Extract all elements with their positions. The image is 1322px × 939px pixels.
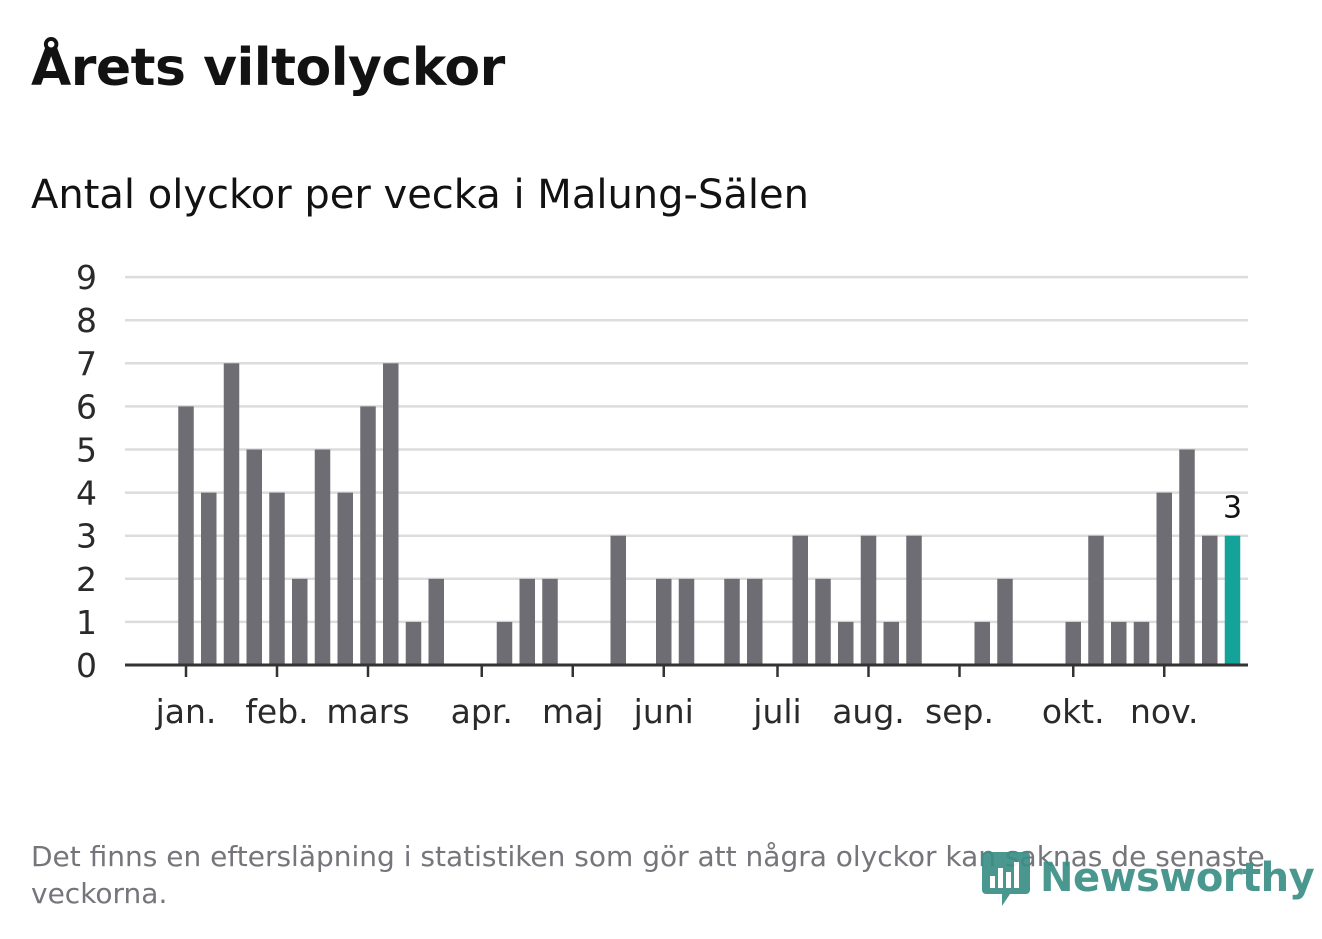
y-tick-label: 4 (76, 474, 97, 513)
bar-chart: 0 1 2 3 4 5 6 7 8 9 jan. feb. mars apr. maj juni juli au… (76, 258, 1248, 731)
y-axis-ticks: 0 1 2 3 4 5 6 7 8 9 (76, 258, 97, 685)
x-axis-ticks: jan. feb. mars apr. maj juni juli aug. sep. okt. n… (155, 665, 1199, 731)
y-tick-label: 7 (76, 344, 97, 383)
chart-title: Årets viltolyckor (31, 38, 505, 98)
y-tick-label: 6 (76, 387, 97, 426)
bar (815, 578, 831, 665)
bar (428, 578, 444, 665)
bar (519, 578, 535, 665)
bar (337, 492, 353, 665)
x-tick-label: mars (326, 692, 409, 731)
x-tick-label: apr. (451, 692, 513, 731)
bar-highlight (1224, 535, 1241, 665)
x-tick-label: aug. (832, 692, 905, 731)
x-tick-label: nov. (1130, 692, 1199, 731)
bar (997, 578, 1013, 665)
bar (1133, 621, 1150, 665)
x-tick-label: feb. (245, 692, 308, 731)
x-tick-label: sep. (925, 692, 994, 731)
bar (1156, 492, 1172, 665)
bar (838, 621, 854, 665)
x-tick-label: juni (633, 692, 694, 731)
bar (383, 363, 399, 665)
bar (314, 449, 331, 665)
bar (974, 621, 990, 665)
bar (883, 621, 899, 665)
bar (223, 363, 240, 665)
bar (246, 449, 262, 665)
y-tick-label: 2 (76, 560, 97, 599)
data-labels: 3 (1223, 491, 1242, 526)
x-tick-label: maj (542, 692, 604, 731)
y-tick-label: 9 (76, 258, 97, 297)
bar (178, 406, 194, 665)
bar (201, 492, 217, 665)
bar (1088, 535, 1104, 665)
bar (292, 578, 308, 665)
chart-subtitle: Antal olyckor per vecka i Malung-Sälen (31, 172, 809, 218)
x-tick-label: jan. (155, 692, 217, 731)
y-tick-label: 8 (76, 301, 97, 340)
bar (656, 578, 672, 665)
bar (496, 621, 513, 665)
bar (542, 578, 558, 665)
bar (906, 535, 922, 665)
bar (1179, 449, 1195, 665)
footnote: Det finns en eftersläpning i statistiken… (31, 840, 1265, 910)
newsworthy-logo: Newsworthy (980, 848, 1315, 908)
bars (178, 363, 1241, 665)
logo-text: Newsworthy (1040, 855, 1315, 901)
bar (1065, 621, 1081, 665)
y-tick-label: 1 (76, 603, 97, 642)
bar (860, 535, 877, 665)
bar (405, 621, 422, 665)
bar (269, 492, 285, 665)
x-tick-label: okt. (1042, 692, 1105, 731)
bar (1111, 621, 1127, 665)
bar (678, 578, 695, 665)
bar (792, 535, 808, 665)
bar (1202, 535, 1218, 665)
bar (747, 578, 763, 665)
y-tick-label: 0 (76, 646, 97, 685)
bar (724, 578, 740, 665)
bar (610, 535, 626, 665)
gridlines (125, 275, 1248, 624)
y-tick-label: 5 (76, 431, 97, 470)
x-tick-label: juli (752, 692, 801, 731)
y-tick-label: 3 (76, 517, 97, 556)
last-value-label: 3 (1223, 491, 1242, 526)
newsworthy-logo-icon (982, 852, 1030, 906)
bar (360, 406, 376, 665)
